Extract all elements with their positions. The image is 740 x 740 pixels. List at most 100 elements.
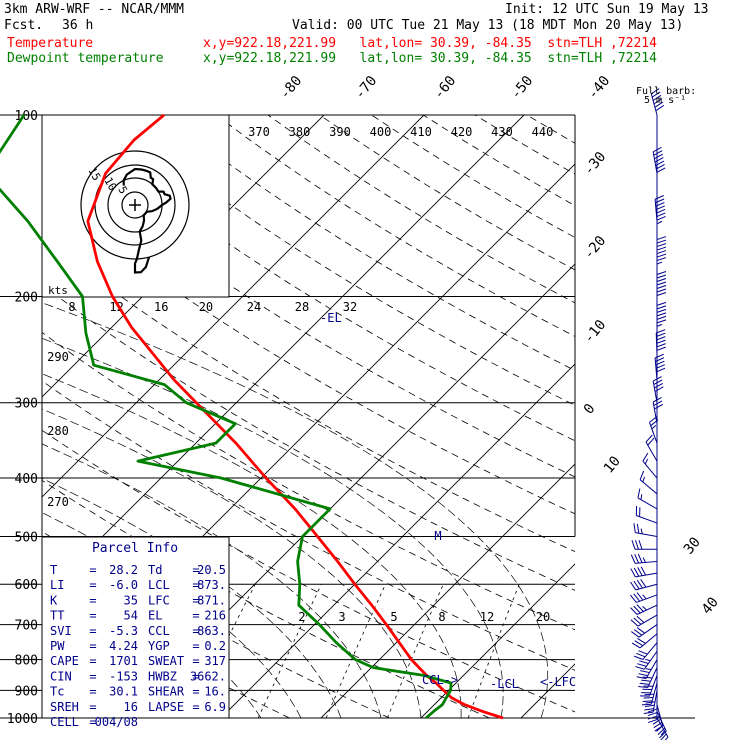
wind-barb xyxy=(637,488,658,510)
parcel-info-key: CELL xyxy=(50,715,79,729)
temperature-legend: Temperature xyxy=(7,36,94,51)
parcel-info-key: SHEAR xyxy=(148,685,185,699)
parcel-info-eq: = xyxy=(192,669,199,683)
wind-barb xyxy=(642,452,658,479)
hodograph-trace xyxy=(122,167,172,274)
dry-adiabat xyxy=(42,331,575,631)
theta-label: 400 xyxy=(370,125,392,139)
parcel-info-key: Td xyxy=(148,563,162,577)
wind-barb xyxy=(631,624,658,638)
parcel-info-value: 873. xyxy=(197,578,226,592)
storm-motion-marker: M xyxy=(434,529,441,543)
parcel-info-eq: = xyxy=(89,624,96,638)
pressure-label-600: 600 xyxy=(15,578,38,593)
parcel-info-eq: = xyxy=(89,700,96,714)
wind-barb xyxy=(635,506,658,524)
mixing-ratio-label: 20 xyxy=(536,610,550,624)
mixing-ratio-line xyxy=(257,584,322,718)
parcel-info-key: K xyxy=(50,593,58,607)
parcel-info-value: 004/08 xyxy=(95,715,138,729)
parcel-info-value: 3662. xyxy=(190,669,226,683)
parcel-info-key: LAPSE xyxy=(148,700,184,714)
isotherm-label: 30 xyxy=(681,534,704,557)
parcel-info-value: 54 xyxy=(124,609,138,623)
parcel-info-value: 30.1 xyxy=(109,685,138,699)
lcl-marker: -LCL xyxy=(490,677,519,691)
parcel-info-value: 863. xyxy=(197,624,226,638)
parcel-info-eq: = xyxy=(192,685,199,699)
theta-label: 280 xyxy=(47,424,69,438)
parcel-info-eq: = xyxy=(192,624,199,638)
dry-adiabat xyxy=(423,115,575,207)
wind-barb xyxy=(643,690,658,714)
pressure-label-400: 400 xyxy=(15,472,38,487)
parcel-info-value: 4.24 xyxy=(109,639,138,653)
isotherm-label: 40 xyxy=(699,594,722,617)
dry-adiabat xyxy=(474,115,575,175)
wind-barb xyxy=(647,697,658,724)
model-title: 3km ARW-WRF -- NCAR/MMM xyxy=(4,2,185,17)
hodograph-speed-label: 32 xyxy=(343,300,357,314)
isotherm-label: -30 xyxy=(581,149,610,179)
parcel-info-eq: = xyxy=(192,578,199,592)
parcel-info-value: -153 xyxy=(109,669,138,683)
wind-barb xyxy=(633,523,658,537)
hodograph-ring-label: 10 xyxy=(101,175,119,193)
parcel-info-eq: = xyxy=(89,639,96,653)
wind-barb xyxy=(652,397,663,424)
wind-barb xyxy=(630,592,658,603)
theta-label: 410 xyxy=(410,125,432,139)
hodograph-speed-label: 28 xyxy=(295,300,309,314)
mixing-ratio-label: 5 xyxy=(390,610,397,624)
dry-adiabat xyxy=(267,115,575,304)
parcel-info-eq: = xyxy=(192,654,199,668)
barb-legend-title: Full barb: xyxy=(636,86,696,97)
theta-label: 430 xyxy=(491,125,513,139)
dewpoint-profile xyxy=(0,114,453,720)
isotherm xyxy=(621,115,740,718)
parcel-info-box xyxy=(41,536,230,719)
dry-adiabat xyxy=(164,115,575,371)
parcel-info-eq: = xyxy=(89,609,96,623)
isotherm-label: -40 xyxy=(585,73,614,103)
parcel-info-key: YGP xyxy=(148,639,170,653)
wind-barb xyxy=(652,376,664,403)
lfc-marker: <-LFC xyxy=(540,675,576,689)
parcel-info-eq: = xyxy=(192,609,199,623)
wind-barb xyxy=(635,650,658,670)
parcel-info-eq: = xyxy=(192,700,199,714)
wind-barb xyxy=(631,540,657,550)
hodograph-speed-label: 24 xyxy=(247,300,261,314)
parcel-info-eq: = xyxy=(89,715,96,729)
parcel-info-value: -5.3 xyxy=(109,624,138,638)
parcel-info-key: TT xyxy=(50,609,64,623)
parcel-info-key: CAPE xyxy=(50,654,79,668)
mixing-ratio-label: 2 xyxy=(298,610,305,624)
moist-adiabat xyxy=(42,545,262,718)
isotherm-label: -10 xyxy=(581,317,610,347)
wind-barb xyxy=(652,146,666,174)
wind-barb xyxy=(656,301,667,328)
parcel-info-value: 28.2 xyxy=(109,563,138,577)
isotherm-label: -60 xyxy=(431,73,460,103)
parcel-info-key: CCL xyxy=(148,624,170,638)
pressure-label-800: 800 xyxy=(15,654,38,669)
parcel-info-key: PW xyxy=(50,639,65,653)
parcel-info-eq: = xyxy=(89,654,96,668)
dewpoint-location: x,y=922.18,221.99 lat,lon= 30.39, -84.35… xyxy=(203,51,657,66)
parcel-info-key: HWBZ xyxy=(148,669,177,683)
parcel-info-value: 1701 xyxy=(109,654,138,668)
mixing-ratio-line xyxy=(467,584,520,718)
wind-barb xyxy=(639,470,658,495)
pressure-label-300: 300 xyxy=(15,397,38,412)
parcel-info-key: SVI xyxy=(50,624,72,638)
moist-adiabat xyxy=(42,477,342,718)
parcel-info-value: 16. xyxy=(204,685,226,699)
hodograph-ring xyxy=(121,191,149,219)
parcel-info-value: -6.0 xyxy=(109,578,138,592)
parcel-info-value: 0.2 xyxy=(204,639,226,653)
hodograph-speed-label: 16 xyxy=(154,300,168,314)
valid-time: Valid: 00 UTC Tue 21 May 13 (18 MDT Mon … xyxy=(292,18,684,33)
wind-barb xyxy=(636,659,658,680)
